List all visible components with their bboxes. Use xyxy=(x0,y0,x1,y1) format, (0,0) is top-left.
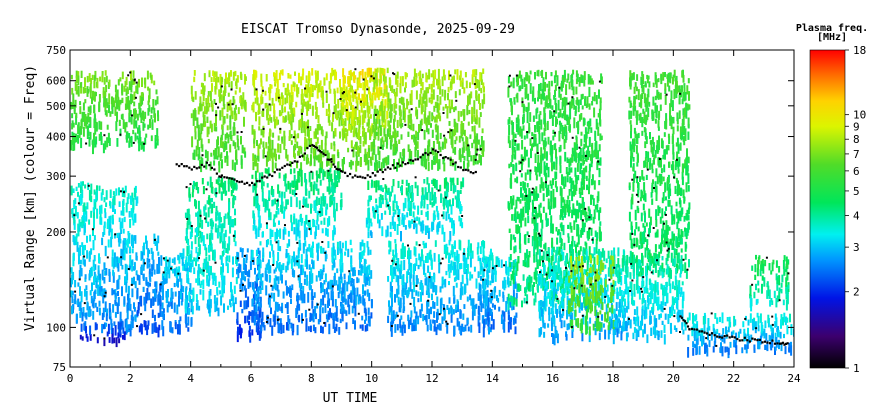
echo-region xyxy=(161,248,193,337)
colorbar-tick-label: 6 xyxy=(853,165,860,178)
colorbar-tick-label: 10 xyxy=(853,109,866,122)
x-tick-label: 8 xyxy=(308,372,315,385)
colorbar-tick-label: 9 xyxy=(853,120,860,133)
y-tick-label: 75 xyxy=(53,361,66,374)
echo-region xyxy=(70,70,160,155)
colorbar-tick-label: 1 xyxy=(853,362,860,375)
x-tick-label: 4 xyxy=(187,372,194,385)
x-axis-label: UT TIME xyxy=(323,391,378,406)
colorbar-gradient xyxy=(809,49,846,369)
x-axis: 0 2 4 6 8 10 12 14 16 18 20 22 24 xyxy=(67,50,801,385)
echo-region xyxy=(136,233,163,338)
x-tick-label: 22 xyxy=(727,372,740,385)
echo-region xyxy=(567,254,615,336)
x-tick-label: 12 xyxy=(425,372,438,385)
echo-region xyxy=(70,181,102,324)
y-tick-label: 100 xyxy=(46,321,66,334)
y-tick-label: 400 xyxy=(46,131,66,144)
x-tick-label: 6 xyxy=(248,372,255,385)
colorbar-title: Plasma freq. xyxy=(796,23,868,34)
echo-region xyxy=(749,254,790,312)
echo-region xyxy=(613,255,685,345)
echo-region xyxy=(251,67,374,173)
echo-region xyxy=(387,239,494,337)
echo-layer xyxy=(70,67,794,359)
echo-region xyxy=(251,239,373,336)
x-tick-label: 18 xyxy=(606,372,619,385)
echo-region xyxy=(251,167,343,242)
colorbar-tick-label: 7 xyxy=(853,148,860,161)
x-tick-label: 14 xyxy=(486,372,500,385)
echo-region xyxy=(682,312,794,359)
x-tick-label: 20 xyxy=(667,372,680,385)
x-tick-label: 24 xyxy=(787,372,801,385)
y-tick-label: 750 xyxy=(46,44,66,57)
echo-region xyxy=(100,185,139,337)
plot-area: 0 2 4 6 8 10 12 14 16 18 20 22 24 751002003004005006… xyxy=(46,44,801,385)
echo-region xyxy=(184,176,238,317)
chart-title: EISCAT Tromso Dynasonde, 2025-09-29 xyxy=(241,22,515,37)
trace-dots xyxy=(73,68,790,347)
x-tick-label: 10 xyxy=(365,372,378,385)
y-tick-label: 500 xyxy=(46,100,66,113)
echo-region xyxy=(365,177,465,242)
echo-region xyxy=(79,320,126,348)
x-tick-label: 16 xyxy=(546,372,559,385)
echo-region xyxy=(372,67,486,173)
colorbar-tick-label: 2 xyxy=(853,286,860,299)
y-tick-label: 300 xyxy=(46,170,66,183)
echo-region xyxy=(190,70,247,173)
colorbar-tick-label: 8 xyxy=(853,133,860,146)
echo-region xyxy=(628,69,691,279)
y-tick-label: 200 xyxy=(46,226,66,239)
colorbar-tick-label: 5 xyxy=(853,185,860,198)
y-axis-label: Virtual Range [km] (colour = Freq) xyxy=(23,65,38,331)
colorbar-tick-label: 18 xyxy=(853,44,866,57)
y-tick-label: 600 xyxy=(46,75,66,88)
colorbar-unit: [MHz] xyxy=(817,32,847,43)
trace-layer xyxy=(73,68,790,347)
colorbar-tick-label: 3 xyxy=(853,241,860,254)
y-axis: 75 100 200 300 400 500 600 750 xyxy=(46,44,794,374)
trace-line xyxy=(679,315,789,346)
x-tick-label: 0 xyxy=(67,372,74,385)
colorbar-tick-label: 4 xyxy=(853,209,860,222)
trace-line xyxy=(175,144,477,187)
x-tick-label: 2 xyxy=(127,372,134,385)
